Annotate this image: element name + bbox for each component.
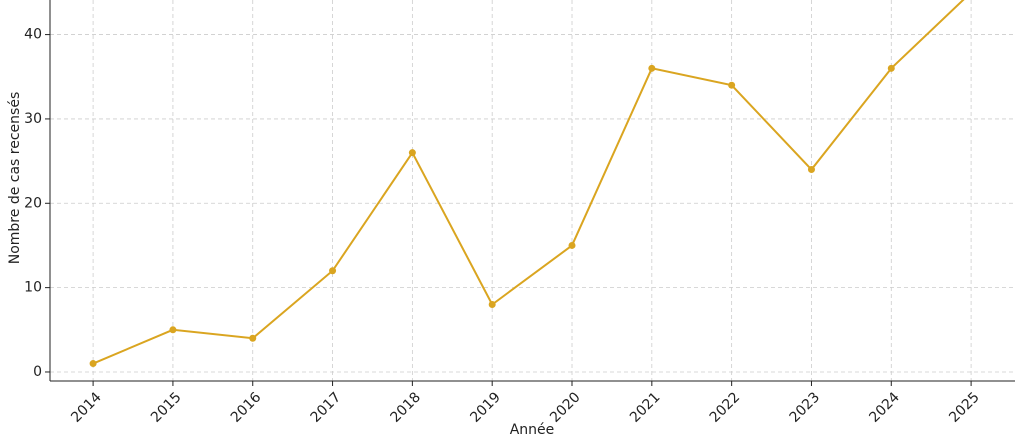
y-tick-label: 40 — [24, 27, 42, 43]
y-axis-label: Nombre de cas recensés — [7, 92, 23, 265]
data-point — [329, 267, 337, 275]
data-point — [648, 64, 656, 72]
data-point — [169, 326, 177, 334]
x-tick-label: 2022 — [707, 389, 744, 426]
x-axis-label: Année — [510, 422, 555, 434]
y-tick-label: 20 — [24, 195, 42, 211]
data-point — [89, 360, 97, 368]
plot-area — [89, 0, 965, 368]
data-point — [728, 81, 736, 89]
x-tick-label: 2018 — [388, 389, 425, 426]
x-tick-label: 2017 — [308, 389, 345, 426]
data-point — [249, 334, 257, 342]
y-tick-label: 30 — [24, 111, 42, 127]
x-tick-label: 2019 — [467, 389, 504, 426]
x-tick-label: 2014 — [68, 389, 105, 426]
y-tick-label: 0 — [33, 364, 42, 380]
data-line — [92, 0, 965, 365]
data-point — [408, 149, 416, 157]
x-tick-label: 2015 — [148, 389, 185, 426]
x-tick-label: 2023 — [787, 389, 824, 426]
data-point — [488, 300, 496, 308]
data-point — [568, 241, 576, 249]
y-tick-label: 10 — [24, 280, 42, 296]
x-tick-label: 2016 — [228, 389, 265, 426]
x-tick-label: 2020 — [547, 389, 584, 426]
x-tick-label: 2025 — [946, 389, 983, 426]
x-tick-label: 2024 — [866, 389, 903, 426]
x-tick-label: 2021 — [627, 389, 664, 426]
data-point — [807, 166, 815, 174]
data-point — [887, 64, 895, 72]
